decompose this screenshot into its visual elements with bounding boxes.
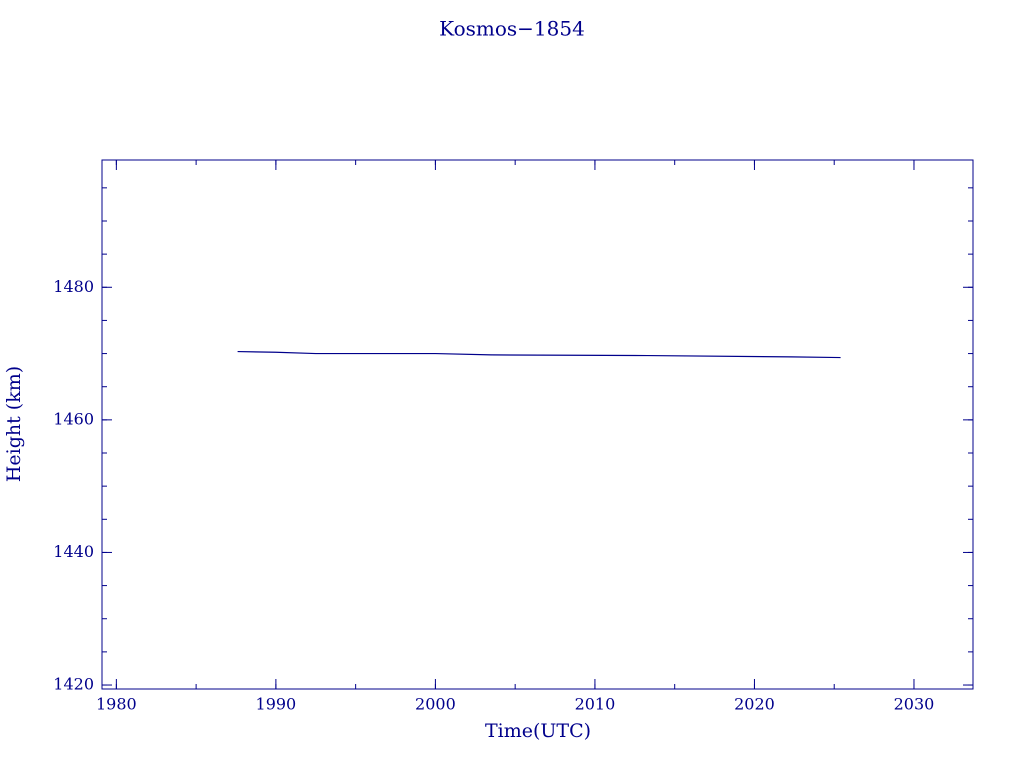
x-tick-label: 2020: [734, 695, 775, 714]
data-line: [237, 350, 841, 359]
chart-title: Kosmos−1854: [439, 17, 585, 41]
x-axis-label: Time(UTC): [485, 720, 591, 742]
y-tick-label: 1460: [53, 409, 94, 428]
y-axis-label: Height (km): [3, 366, 25, 482]
x-tick-label: 2030: [894, 695, 935, 714]
x-tick-label: 2000: [415, 695, 456, 714]
x-tick-label: 1980: [96, 695, 137, 714]
y-tick-label: 1480: [53, 277, 94, 296]
x-tick-label: 1990: [256, 695, 297, 714]
y-tick-label: 1420: [53, 675, 94, 694]
plot-frame: [101, 159, 974, 690]
y-tick-label: 1440: [53, 542, 94, 561]
x-tick-label: 2010: [575, 695, 616, 714]
